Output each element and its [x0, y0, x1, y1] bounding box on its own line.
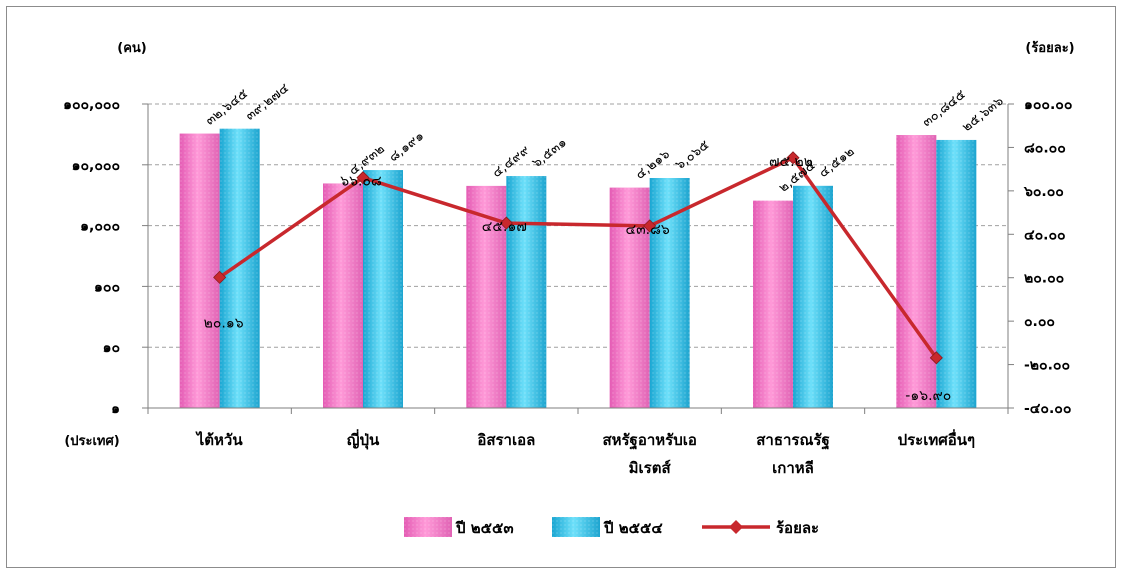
bar-texture	[609, 187, 650, 408]
bar-texture	[936, 139, 977, 409]
legend-swatch-texture	[404, 517, 452, 537]
legend-label: ปี ๒๕๕๔	[603, 519, 663, 537]
category-label: สาธารณรัฐ	[756, 431, 829, 450]
bar-texture	[466, 185, 507, 408]
right-axis-tick-label: ๐.๐๐	[1024, 314, 1055, 330]
left-axis-tick-label: ๑๐๐	[94, 279, 120, 295]
bar-data-label: ๔,๕๑๒	[816, 144, 857, 181]
percent-data-label: -๑๖.๙๐	[905, 388, 951, 404]
legend-swatch-texture	[552, 517, 600, 537]
bar-data-label: ๓๒,๖๔๕	[203, 86, 251, 128]
percent-marker	[929, 351, 943, 365]
legend-line-marker	[729, 520, 743, 534]
category-label: ประเทศอื่นๆ	[898, 429, 976, 449]
legend-label: ร้อยละ	[776, 519, 819, 537]
percent-line	[218, 156, 938, 359]
chart-frame	[6, 6, 1116, 568]
left-axis-tick-label: ๑	[111, 401, 120, 417]
right-axis-tick-label: -๔๐.๐๐	[1024, 401, 1071, 417]
bar-texture	[179, 133, 220, 409]
category-unit-label: (ประเทศ)	[64, 434, 119, 449]
bar-texture	[363, 170, 403, 408]
legend-label: ปี ๒๕๕๓	[455, 519, 514, 537]
left-axis-tick-label: ๑,๐๐๐	[80, 219, 120, 235]
percent-data-label: ๔๕.๑๗	[482, 219, 527, 235]
bar-texture	[649, 178, 690, 408]
bar-texture	[793, 185, 833, 408]
bar-data-label: ๘,๑๙๑	[386, 129, 427, 166]
bar-texture	[506, 176, 547, 408]
percent-marker	[643, 219, 657, 233]
bar-data-label: ๔,๔๙๙	[490, 143, 533, 181]
bar-data-label: ๓๙,๒๗๔	[243, 81, 292, 124]
left-unit-label: (คน)	[117, 41, 146, 56]
right-axis-tick-label: ๖๐.๐๐	[1023, 184, 1064, 200]
right-axis-tick-label: ๒๐.๐๐	[1024, 271, 1064, 287]
bar-data-label: ๖,๕๓๑	[530, 135, 570, 171]
percent-marker	[499, 216, 513, 230]
percent-marker	[356, 171, 370, 185]
right-axis-tick-label: -๒๐.๐๐	[1024, 358, 1070, 374]
category-label: ญี่ปุ่น	[347, 429, 380, 450]
bar-texture	[753, 200, 793, 408]
right-axis-tick-label: ๑๐๐.๐๐	[1024, 97, 1072, 113]
right-unit-label: (ร้อยละ)	[1025, 40, 1074, 56]
bar-texture	[219, 128, 260, 408]
percent-data-label: ๔๓.๘๖	[626, 222, 670, 238]
bar-data-label: ๖,๐๖๕	[673, 138, 713, 174]
percent-data-label: ๗๕.๒๒	[769, 154, 813, 170]
category-label: สหรัฐอาหรับเอ	[602, 431, 696, 450]
percent-marker	[786, 151, 800, 165]
bar-texture	[896, 135, 937, 409]
category-label: ไต้หวัน	[195, 430, 244, 449]
bar-texture	[323, 183, 363, 408]
percent-data-label: ๖๖.๐๘	[340, 174, 382, 190]
left-axis-tick-label: ๑๐	[103, 340, 120, 356]
percent-marker	[213, 270, 227, 284]
percent-data-label: ๒๐.๑๖	[204, 315, 244, 331]
right-axis-tick-label: ๘๐.๐๐	[1024, 140, 1066, 156]
left-axis-tick-label: ๑๐,๐๐๐	[72, 158, 120, 174]
category-label: มิเรตส์	[629, 459, 672, 477]
category-label: อิสราเอล	[477, 431, 535, 449]
left-axis-tick-label: ๑๐๐,๐๐๐	[63, 97, 120, 113]
category-label: เกาหลี	[772, 459, 814, 477]
right-axis-tick-label: ๔๐.๐๐	[1024, 227, 1066, 243]
